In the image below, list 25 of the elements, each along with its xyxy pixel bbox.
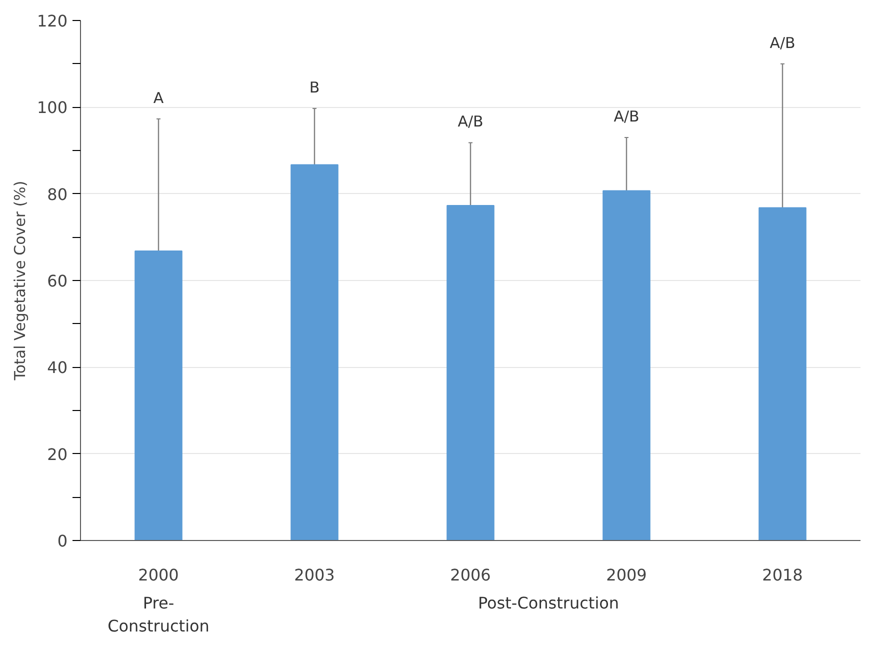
y-tick-label: 120 <box>36 12 68 30</box>
y-tick-label: 80 <box>47 184 68 204</box>
y-tick-label: 0 <box>57 532 68 550</box>
x-tick-label: 2009 <box>606 566 647 584</box>
annotation: B <box>309 78 320 96</box>
annotation: A <box>153 88 164 107</box>
y-tick-label: 100 <box>36 98 68 118</box>
bar <box>602 190 650 540</box>
y-tick-label: 40 <box>47 358 68 378</box>
bar <box>758 207 806 540</box>
y-tick-label: 20 <box>47 444 68 464</box>
text: Post-Construction <box>478 594 620 612</box>
bar <box>134 250 182 540</box>
x-tick-label: 2018 <box>762 566 803 584</box>
bar <box>446 205 494 540</box>
text: Pre- Construction <box>108 594 210 636</box>
y-axis-title: Total Vegetative Cover (%) <box>10 180 29 382</box>
x-tick-label: 2000 <box>138 566 179 584</box>
x-tick-label: 2006 <box>450 566 491 584</box>
x-tick-label: 2003 <box>294 566 335 584</box>
y-tick-label: 60 <box>47 272 68 290</box>
bar <box>290 164 338 540</box>
annotation: A/B <box>458 112 484 131</box>
annotation: A/B <box>770 34 796 52</box>
annotation: A/B <box>614 108 640 126</box>
